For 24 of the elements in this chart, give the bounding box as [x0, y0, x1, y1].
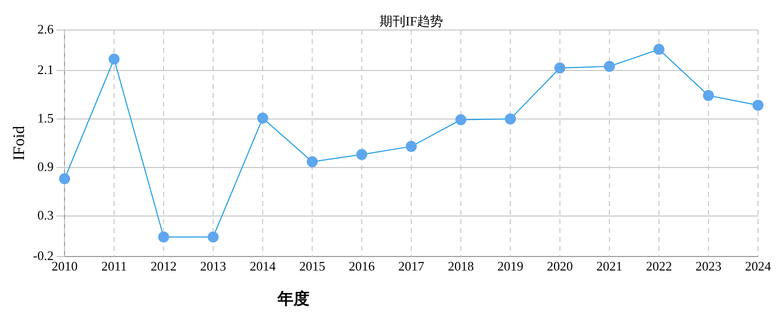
- x-tick-label: 2012: [150, 258, 177, 274]
- chart-title: 期刊IF趋势: [380, 13, 444, 28]
- y-tick-label: 0.3: [37, 207, 54, 222]
- x-tick-label: 2017: [398, 258, 425, 274]
- x-tick-label: 2010: [52, 258, 78, 274]
- x-tick-label: 2015: [299, 258, 326, 274]
- x-tick-label: 2020: [546, 258, 573, 274]
- x-tick-label: 2021: [596, 258, 622, 274]
- x-tick-label: 2024: [745, 258, 772, 274]
- y-tick-label: 0.9: [37, 158, 54, 174]
- x-tick-label: 2023: [695, 258, 722, 274]
- x-tick-label: 2013: [200, 258, 226, 274]
- y-tick-label: -0.2: [32, 248, 54, 263]
- x-tick-label: 2022: [646, 258, 672, 274]
- x-tick-label: 2019: [497, 258, 524, 274]
- x-axis-title: 年度: [276, 289, 310, 308]
- x-tick-label: 2014: [250, 258, 276, 274]
- y-tick-label: 2.1: [37, 62, 54, 77]
- x-tick-label: 2018: [448, 258, 474, 274]
- y-tick-label: 1.5: [37, 110, 54, 126]
- x-tick-label: 2016: [348, 258, 376, 274]
- x-tick-label: 2011: [101, 258, 127, 274]
- y-axis-title: IFoid: [11, 126, 28, 161]
- y-tick-label: 2.6: [37, 21, 54, 36]
